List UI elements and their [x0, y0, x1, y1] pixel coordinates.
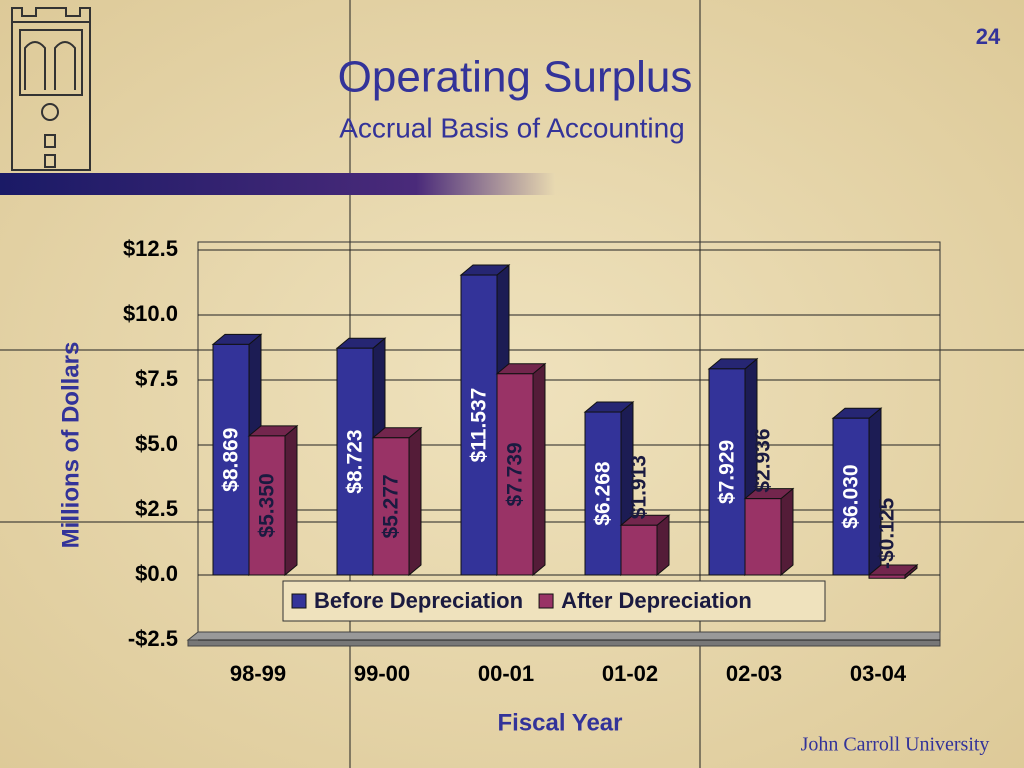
bar	[372, 437, 410, 576]
y-tick-label: $0.0	[135, 561, 178, 586]
value-label: $8.723	[344, 429, 367, 493]
header-bar	[0, 173, 555, 195]
y-tick-label: $7.5	[135, 366, 178, 391]
bar	[460, 274, 498, 576]
footer: John Carroll University	[801, 734, 990, 756]
value-label: $6.030	[840, 464, 863, 528]
y-tick-label: -$2.5	[128, 626, 178, 651]
legend-box	[282, 580, 826, 622]
logo	[11, 7, 91, 171]
x-tick-label: 02-03	[726, 661, 782, 686]
bar	[620, 524, 658, 576]
x-tick-label: 01-02	[602, 661, 658, 686]
legend-label: After Depreciation	[561, 588, 752, 613]
page-number: 24	[976, 24, 1001, 49]
x-tick-label: 00-01	[478, 661, 534, 686]
legend: Before Depreciation After Depreciation	[282, 580, 826, 622]
value-label: $5.350	[256, 473, 279, 537]
y-tick-label: $5.0	[135, 431, 178, 456]
x-tick-label: 03-04	[850, 661, 907, 686]
chart-title: Operating Surplus	[338, 53, 693, 102]
bar	[832, 417, 870, 576]
bar	[744, 498, 782, 576]
floor	[186, 631, 941, 641]
bar	[212, 343, 250, 576]
value-label: -$0.125	[876, 497, 899, 569]
value-label: $1.913	[628, 455, 651, 519]
value-label: $7.929	[716, 440, 739, 504]
value-label: $8.869	[220, 428, 243, 492]
bar-side	[780, 487, 794, 577]
y-axis-title: Millions of Dollars	[57, 342, 84, 549]
bar	[496, 373, 534, 576]
value-label: $2.936	[752, 428, 775, 492]
value-label: $5.277	[380, 474, 403, 538]
y-tick-label: $10.0	[123, 301, 178, 326]
value-label: $11.537	[468, 388, 491, 463]
bar-side	[408, 426, 422, 577]
legend-swatch	[538, 593, 554, 609]
value-label: $6.268	[592, 461, 615, 526]
y-tick-label: $12.5	[123, 236, 178, 261]
floor	[187, 639, 941, 647]
value-label: $7.739	[504, 442, 527, 506]
bar	[584, 411, 622, 576]
chart-subtitle: Accrual Basis of Accounting	[339, 112, 685, 143]
legend-label: Before Depreciation	[314, 588, 523, 613]
x-tick-label: 99-00	[354, 661, 410, 686]
bar	[248, 435, 286, 576]
bar-side	[284, 424, 298, 577]
x-axis-title: Fiscal Year	[498, 709, 623, 736]
x-tick-label: 98-99	[230, 661, 286, 686]
legend-swatch	[291, 593, 307, 609]
bar	[708, 368, 746, 576]
y-tick-label: $2.5	[135, 496, 178, 521]
bar	[868, 574, 906, 579]
bar-side	[532, 362, 546, 577]
